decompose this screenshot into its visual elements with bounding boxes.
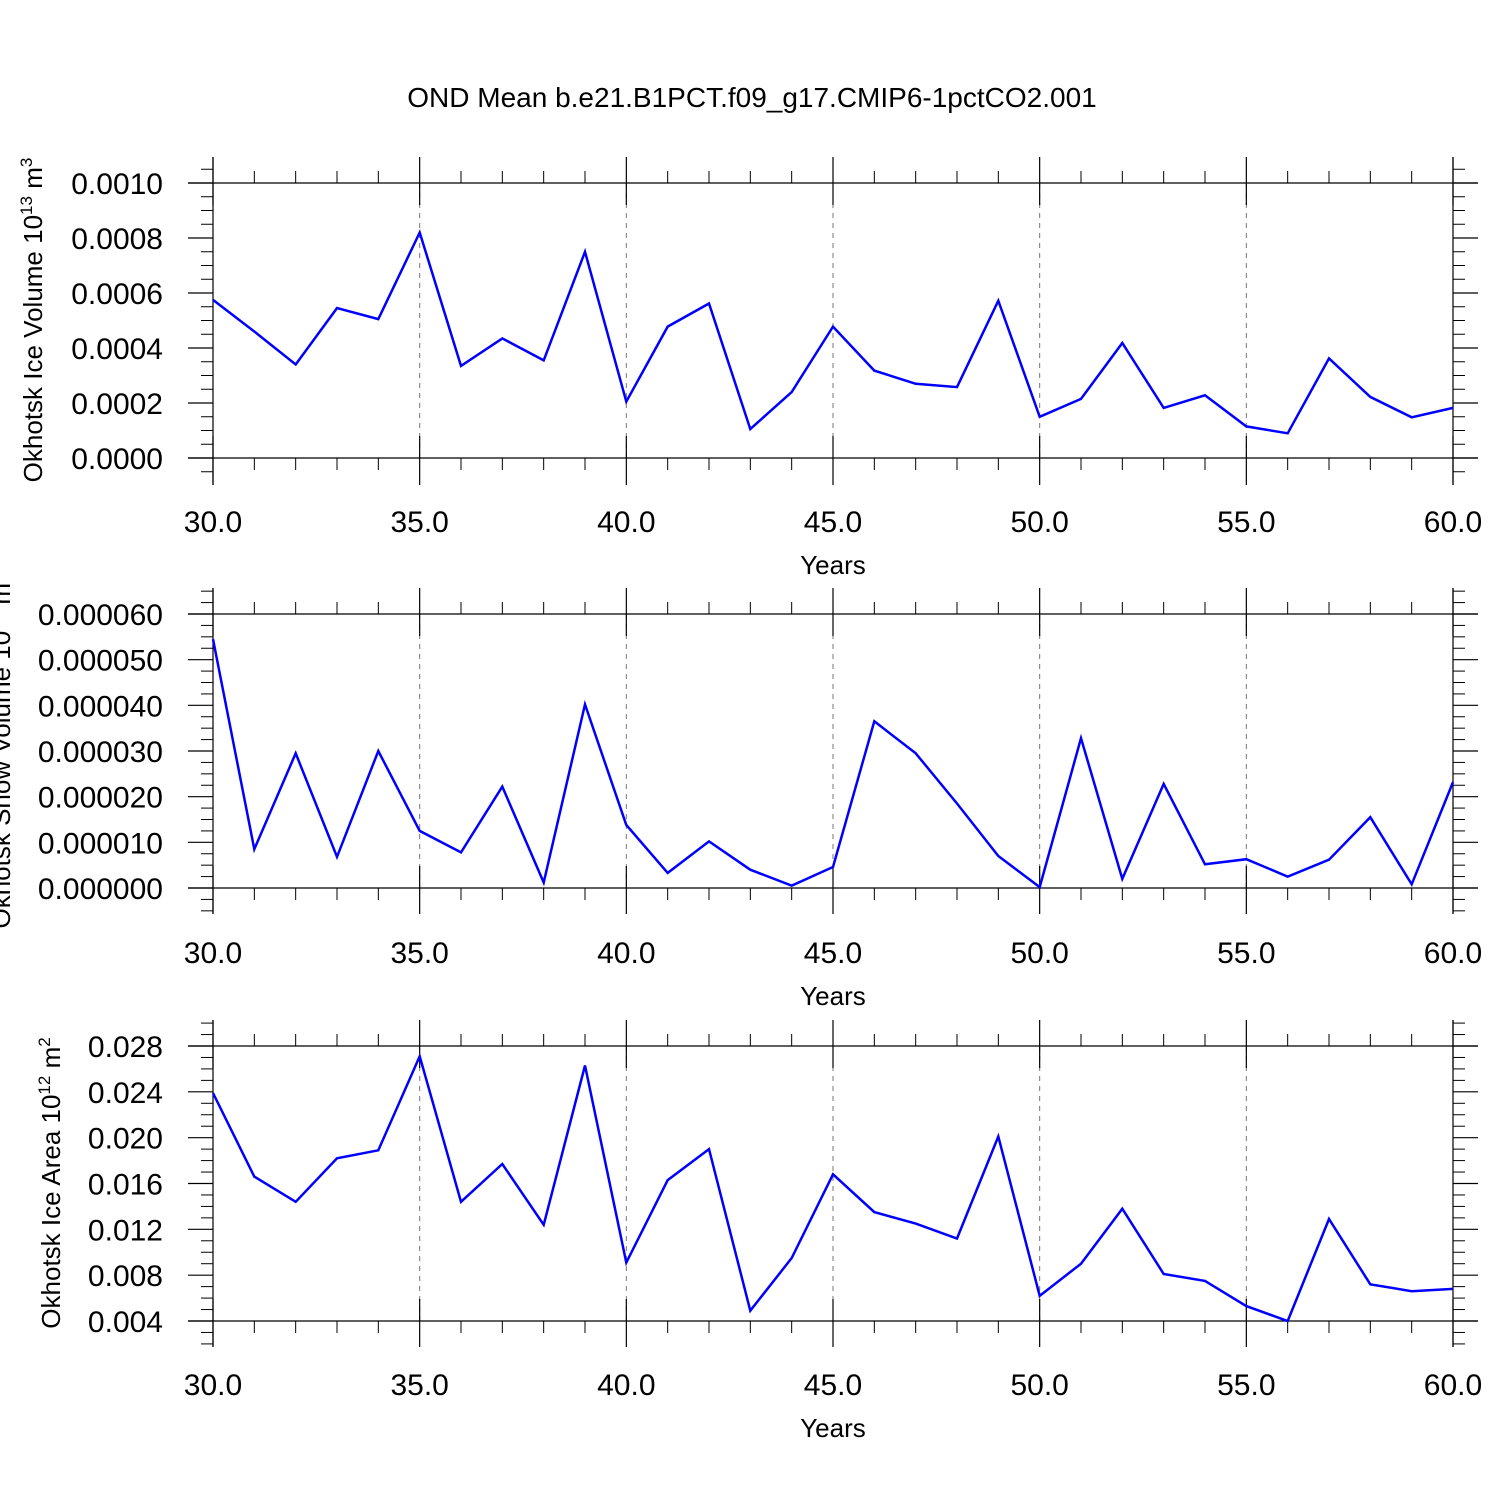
y-tick-label: 0.0008 bbox=[71, 223, 163, 256]
panel-1: 30.0 35.0 40.0 45.0 50.0 55.0 60.0 0.0000 0.0002… bbox=[17, 157, 1482, 580]
x-tick-label: 60.0 bbox=[1424, 506, 1482, 539]
x-tick-label: 55.0 bbox=[1217, 506, 1275, 539]
series-line bbox=[211, 638, 1455, 890]
x-axis-title: Years bbox=[800, 550, 866, 580]
y-tick-label: 0.012 bbox=[88, 1214, 163, 1247]
x-tick-label: 45.0 bbox=[804, 506, 862, 539]
x-tick-label: 45.0 bbox=[804, 937, 862, 970]
y-tick-label: 0.000060 bbox=[38, 599, 163, 632]
y-tick-label: 0.000050 bbox=[38, 645, 163, 678]
y-tick-label: 0.0002 bbox=[71, 388, 163, 421]
y-tick-label: 0.004 bbox=[88, 1306, 163, 1339]
y-tick-label: 0.024 bbox=[88, 1077, 163, 1110]
series-line bbox=[211, 1052, 1454, 1323]
chart-title: OND Mean b.e21.B1PCT.f09_g17.CMIP6-1pctC… bbox=[407, 82, 1096, 113]
x-axis-title: Years bbox=[800, 981, 866, 1011]
x-tick-label: 45.0 bbox=[804, 1369, 862, 1402]
y-tick-label: 0.028 bbox=[88, 1031, 163, 1064]
y-tick-label: 0.000040 bbox=[38, 690, 163, 723]
panel-3: 30.0 35.0 40.0 45.0 50.0 55.0 60.0 0.004 0.008 0.… bbox=[35, 1020, 1482, 1443]
x-tick-label: 30.0 bbox=[184, 1369, 242, 1402]
panels: 30.0 35.0 40.0 45.0 50.0 55.0 60.0 0.0000 0.0002… bbox=[0, 157, 1482, 1443]
x-tick-label: 55.0 bbox=[1217, 937, 1275, 970]
x-tick-label: 60.0 bbox=[1424, 937, 1482, 970]
x-tick-label: 30.0 bbox=[184, 506, 242, 539]
x-tick-label: 35.0 bbox=[390, 937, 448, 970]
x-tick-label: 35.0 bbox=[390, 506, 448, 539]
x-tick-label: 50.0 bbox=[1010, 1369, 1068, 1402]
panel-2: 30.0 35.0 40.0 45.0 50.0 55.0 60.0 0.000000 0.00… bbox=[0, 574, 1482, 1012]
y-tick-label: 0.0010 bbox=[71, 168, 163, 201]
y-tick-label: 0.008 bbox=[88, 1260, 163, 1293]
y-tick-label: 0.0004 bbox=[71, 333, 163, 366]
y-tick-label: 0.000020 bbox=[38, 782, 163, 815]
y-tick-label: 0.0000 bbox=[71, 443, 163, 476]
x-tick-label: 35.0 bbox=[390, 1369, 448, 1402]
y-tick-label: 0.000010 bbox=[38, 827, 163, 860]
x-tick-label: 40.0 bbox=[597, 937, 655, 970]
y-tick-label: 0.000030 bbox=[38, 736, 163, 769]
x-axis-title: Years bbox=[800, 1413, 866, 1443]
series-line bbox=[212, 229, 1454, 435]
x-tick-label: 30.0 bbox=[184, 937, 242, 970]
y-axis-title: Okhotsk Ice Volume 1013 m3 bbox=[17, 158, 48, 483]
x-tick-label: 40.0 bbox=[597, 506, 655, 539]
y-axis-title: Okhotsk Snow Volume 1013 m3 bbox=[0, 574, 16, 929]
x-tick-label: 55.0 bbox=[1217, 1369, 1275, 1402]
y-axis-title: Okhotsk Ice Area 1012 m2 bbox=[35, 1037, 66, 1328]
y-tick-label: 0.020 bbox=[88, 1123, 163, 1156]
x-tick-label: 50.0 bbox=[1010, 506, 1068, 539]
y-tick-label: 0.016 bbox=[88, 1169, 163, 1202]
x-tick-label: 40.0 bbox=[597, 1369, 655, 1402]
y-tick-label: 0.000000 bbox=[38, 873, 163, 906]
x-tick-label: 60.0 bbox=[1424, 1369, 1482, 1402]
y-tick-label: 0.0006 bbox=[71, 278, 163, 311]
x-tick-label: 50.0 bbox=[1010, 937, 1068, 970]
